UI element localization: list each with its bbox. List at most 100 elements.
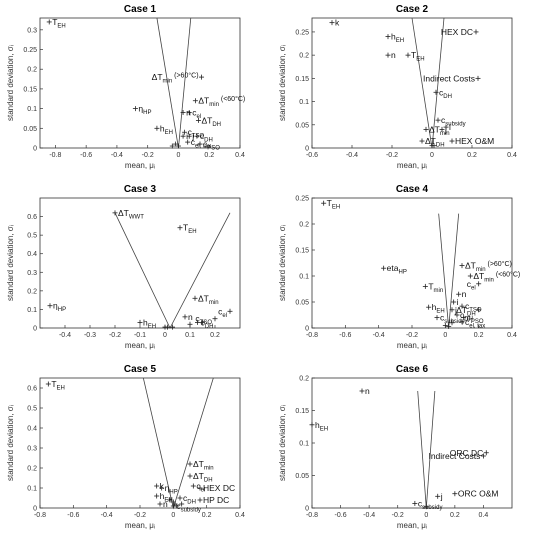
point-label: ΔTmin (>60°C): [465, 260, 512, 273]
x-axis-label: mean, μᵢ: [397, 161, 427, 170]
chart-panel-1: Case 1 -0.8 -0.6 -0.4 -0.2 0 0.2 0.4 0 0.05 0.1 0.1…: [6, 4, 245, 170]
y-tick-label: 0.3: [27, 446, 37, 453]
y-tick-label: 0.2: [299, 376, 309, 383]
point-label: csubsidy: [441, 115, 466, 128]
y-axis-label: standard deviation, σᵢ: [6, 45, 15, 121]
point-label: hEH: [160, 491, 173, 504]
point-label: n: [188, 312, 193, 322]
x-tick-label: 0.1: [185, 332, 195, 339]
x-tick-label: 0.2: [467, 152, 477, 159]
x-tick-label: 0.4: [507, 152, 517, 159]
point-label: cTSO: [188, 127, 205, 140]
data-point: cTSO: [459, 301, 482, 314]
data-point: cPSO: [197, 139, 220, 152]
point-label: hEH: [391, 32, 404, 45]
x-tick-label: 0: [177, 152, 181, 159]
data-point: cel, tax: [185, 137, 211, 150]
point-label: ΔTDH: [201, 115, 221, 128]
data-point: hEH: [385, 32, 404, 45]
point-label: n: [186, 108, 191, 118]
x-tick-label: -0.8: [34, 512, 46, 519]
y-axis-label: standard deviation, σᵢ: [278, 225, 287, 301]
chart-panel-6: Case 6 -0.8 -0.6 -0.4 -0.2 0 0.2 0.4 0 0.05 0.1 0.1…: [278, 364, 513, 530]
point-label: cDH: [439, 87, 452, 100]
y-tick-label: 0.25: [295, 29, 309, 36]
x-tick-label: -0.1: [134, 332, 146, 339]
data-point: ΔTmin: [423, 124, 450, 137]
data-point: ΔTDH: [419, 136, 445, 149]
chart-title: Case 3: [124, 184, 157, 195]
data-point: [200, 319, 205, 325]
point-label: TEH: [51, 379, 65, 392]
point-label: hEH: [160, 123, 173, 136]
y-tick-label: 0: [305, 146, 309, 153]
chart-panel-5: Case 5 -0.8 -0.6 -0.4 -0.2 0 0.2 0.4 0 0.1 0.2 0.3 0…: [6, 364, 245, 530]
x-tick-label: 0.4: [235, 152, 245, 159]
point-label: TEH: [411, 50, 425, 63]
data-point: csubsidy: [434, 313, 465, 325]
x-tick-label: 0.2: [474, 332, 484, 339]
point-label: j: [444, 124, 447, 134]
data-point: [187, 321, 193, 327]
x-axis-label: mean, μᵢ: [125, 521, 155, 530]
data-point: [175, 143, 181, 149]
x-tick-label: 0.4: [479, 512, 489, 519]
point-label: HEX DC: [441, 27, 473, 37]
point-label: cPSO: [467, 313, 484, 326]
data-point: ΔTWWT: [112, 208, 144, 220]
data-point: k: [329, 18, 340, 28]
data-point: [170, 324, 175, 330]
point-label: hEH: [432, 302, 445, 315]
data-point: cTSO: [195, 314, 218, 326]
x-tick-label: -0.2: [134, 512, 146, 519]
x-tick-label: 0.2: [450, 512, 460, 519]
point-label: cDH: [200, 131, 213, 144]
y-tick-label: 0.3: [27, 27, 37, 34]
data-point: cel: [467, 279, 482, 291]
y-tick-label: 0.1: [27, 106, 37, 113]
y-tick-label: 0.6: [27, 214, 37, 221]
point-label: hEH: [143, 317, 156, 330]
y-tick-label: 0: [33, 146, 37, 153]
point-label: HEX O&M: [455, 136, 494, 146]
y-tick-label: 0.25: [23, 47, 37, 54]
data-point: [423, 504, 429, 510]
x-tick-label: -0.4: [346, 152, 358, 159]
point-label: TEH: [327, 198, 341, 211]
point-label: ΔTDH: [193, 471, 213, 484]
data-point: TEH: [405, 50, 425, 63]
data-point: Indirect Costs: [423, 73, 481, 83]
point-label: ORC O&M: [458, 489, 499, 499]
point-label: HP DC: [203, 495, 229, 505]
data-point: [172, 141, 178, 147]
point-label: ΔTmin: [193, 459, 214, 472]
x-tick-label: -0.4: [373, 332, 385, 339]
x-tick-label: -0.2: [142, 152, 154, 159]
point-label: i: [186, 131, 188, 141]
point-label: ΔTDH: [425, 136, 445, 149]
y-tick-label: 0.2: [27, 288, 37, 295]
point-label: hEH: [315, 420, 328, 433]
x-tick-label: 0.4: [235, 512, 245, 519]
data-point: [165, 324, 170, 330]
y-tick-label: 0.15: [295, 408, 309, 415]
x-tick-label: 0: [163, 332, 167, 339]
data-point: n: [157, 499, 168, 509]
y-tick-label: 0.1: [299, 274, 309, 281]
point-label: Indirect Costs: [423, 73, 475, 83]
point-label: ηHP: [138, 104, 151, 117]
x-tick-label: 0.2: [202, 512, 212, 519]
data-point: j: [186, 131, 194, 141]
screening-v-lines: [114, 212, 231, 329]
data-point: cel: [186, 108, 201, 120]
y-tick-label: 0.05: [295, 122, 309, 129]
data-point: j: [439, 124, 447, 134]
x-tick-label: 0: [443, 332, 447, 339]
point-label: csubsidy: [418, 498, 443, 511]
point-label: ΔTmin (<60°C): [198, 95, 245, 108]
x-tick-label: 0: [424, 512, 428, 519]
data-point: [446, 323, 452, 329]
point-label: k: [335, 18, 340, 28]
x-tick-label: -0.2: [406, 332, 418, 339]
